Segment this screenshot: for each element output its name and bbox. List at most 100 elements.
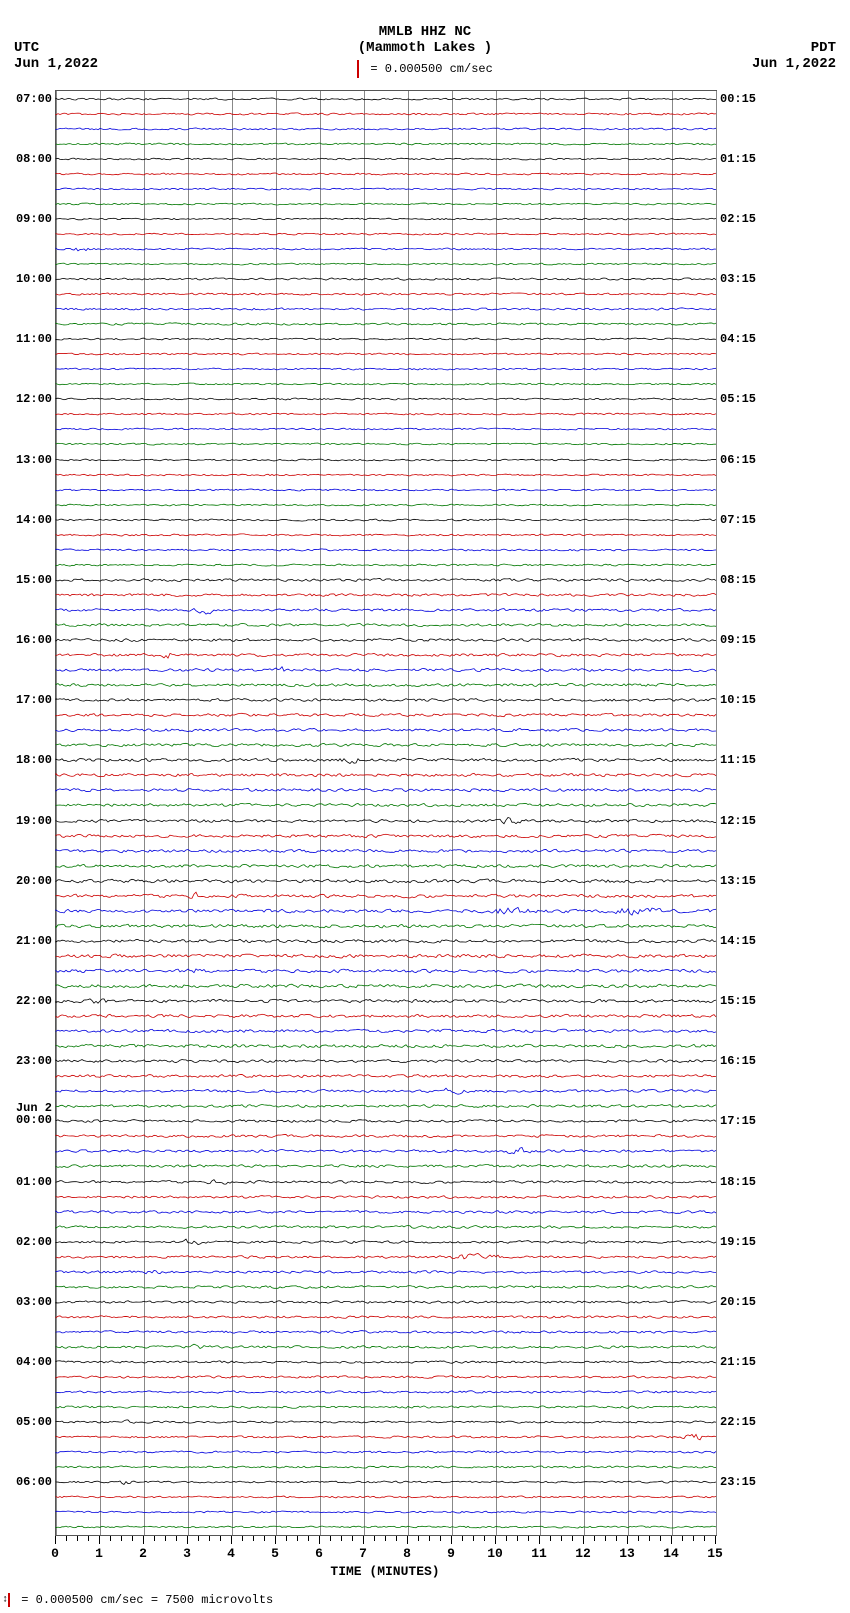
trace-row [56, 1091, 716, 1092]
trace-row [56, 444, 716, 445]
x-tick-label: 3 [183, 1546, 191, 1561]
seismic-trace [56, 183, 716, 195]
seismic-trace [56, 303, 716, 315]
seismic-trace [56, 1431, 716, 1443]
utc-hour-label: 18:00 [16, 753, 56, 767]
seismic-trace [56, 935, 716, 947]
scale-indicator: = 0.000500 cm/sec [0, 60, 850, 78]
trace-row [56, 384, 716, 385]
utc-hour-label: 05:00 [16, 1415, 56, 1429]
x-tick-minor [440, 1536, 441, 1541]
x-tick-minor [308, 1536, 309, 1541]
x-tick [275, 1536, 276, 1544]
x-tick-minor [198, 1536, 199, 1541]
trace-row [56, 1151, 716, 1152]
trace-row: 15:0008:15 [56, 580, 716, 581]
seismic-trace [56, 213, 716, 225]
pdt-hour-label: 16:15 [716, 1054, 756, 1068]
utc-hour-label: 08:00 [16, 152, 56, 166]
x-tick [407, 1536, 408, 1544]
utc-hour-label: 17:00 [16, 693, 56, 707]
scale-bar-icon [357, 60, 359, 78]
seismic-trace [56, 1446, 716, 1458]
trace-row [56, 1377, 716, 1378]
x-tick-minor [506, 1536, 507, 1541]
x-tick-minor [649, 1536, 650, 1541]
seismic-trace [56, 754, 716, 766]
trace-row [56, 595, 716, 596]
seismic-trace [56, 198, 716, 210]
trace-row [56, 1452, 716, 1453]
utc-hour-label: 07:00 [16, 92, 56, 106]
x-tick-minor [253, 1536, 254, 1541]
trace-row [56, 234, 716, 235]
trace-row [56, 836, 716, 837]
trace-row [56, 805, 716, 806]
trace-row: 16:0009:15 [56, 640, 716, 641]
x-tick-minor [396, 1536, 397, 1541]
x-tick [583, 1536, 584, 1544]
seismic-trace [56, 333, 716, 345]
seismic-trace [56, 1491, 716, 1503]
seismic-trace [56, 574, 716, 586]
footer-text: = 0.000500 cm/sec = 7500 microvolts [14, 1593, 273, 1607]
utc-hour-label: 10:00 [16, 272, 56, 286]
utc-hour-label: 15:00 [16, 573, 56, 587]
trace-row: 21:0014:15 [56, 941, 716, 942]
x-tick-minor [220, 1536, 221, 1541]
trace-row [56, 1407, 716, 1408]
x-tick-minor [429, 1536, 430, 1541]
x-tick-minor [572, 1536, 573, 1541]
trace-row: 20:0013:15 [56, 881, 716, 882]
trace-row [56, 1527, 716, 1528]
seismic-trace [56, 604, 716, 616]
seismic-trace [56, 348, 716, 360]
seismic-trace [56, 1130, 716, 1142]
x-tick-minor [110, 1536, 111, 1541]
seismic-trace [56, 679, 716, 691]
trace-row [56, 1437, 716, 1438]
pdt-hour-label: 05:15 [716, 392, 756, 406]
seismic-trace [56, 438, 716, 450]
trace-row [56, 1332, 716, 1333]
x-tick-label: 2 [139, 1546, 147, 1561]
x-tick-minor [693, 1536, 694, 1541]
seismic-trace [56, 153, 716, 165]
seismic-trace [56, 1476, 716, 1488]
pdt-hour-label: 07:15 [716, 513, 756, 527]
trace-row [56, 911, 716, 912]
trace-row [56, 971, 716, 972]
utc-hour-label: 11:00 [16, 332, 56, 346]
seismic-trace [56, 108, 716, 120]
seismic-trace [56, 589, 716, 601]
x-tick [627, 1536, 628, 1544]
x-tick-label: 14 [663, 1546, 679, 1561]
trace-row [56, 369, 716, 370]
trace-row [56, 730, 716, 731]
seismic-trace [56, 363, 716, 375]
trace-row [56, 174, 716, 175]
seismic-trace [56, 514, 716, 526]
x-tick-minor [704, 1536, 705, 1541]
seismic-trace [56, 1236, 716, 1248]
trace-row: 06:0023:15 [56, 1482, 716, 1483]
x-tick-minor [132, 1536, 133, 1541]
x-tick-label: 13 [619, 1546, 635, 1561]
trace-row [56, 114, 716, 115]
x-tick-minor [66, 1536, 67, 1541]
pdt-hour-label: 21:15 [716, 1355, 756, 1369]
x-tick-minor [374, 1536, 375, 1541]
x-tick-minor [484, 1536, 485, 1541]
seismic-trace [56, 860, 716, 872]
trace-row: 03:0020:15 [56, 1302, 716, 1303]
trace-row [56, 1197, 716, 1198]
timezone-left: UTC Jun 1,2022 [14, 40, 98, 72]
trace-row: 11:0004:15 [56, 339, 716, 340]
trace-row [56, 655, 716, 656]
x-tick-minor [616, 1536, 617, 1541]
trace-row [56, 625, 716, 626]
seismic-trace [56, 484, 716, 496]
trace-row: 07:0000:15 [56, 99, 716, 100]
seismic-trace [56, 1010, 716, 1022]
x-tick-minor [638, 1536, 639, 1541]
